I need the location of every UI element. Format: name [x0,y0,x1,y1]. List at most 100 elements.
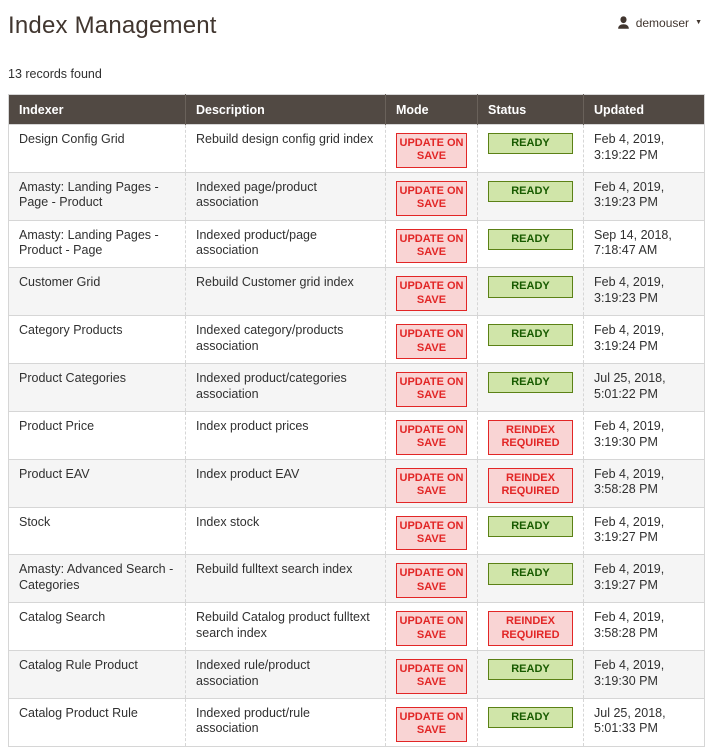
mode-cell: UPDATE ON SAVE [385,124,478,173]
mode-badge: UPDATE ON SAVE [396,515,467,551]
updated-text: Feb 4, 2019, 3:19:30 PM [594,657,665,688]
indexer-cell: Category Products [8,315,186,364]
table-row: Amasty: Landing Pages - Product - Page I… [8,219,705,268]
mode-cell: UPDATE ON SAVE [385,554,478,603]
description-text: Rebuild design config grid index [196,132,374,146]
table-row: Customer Grid Rebuild Customer grid inde… [8,267,705,316]
user-icon [616,15,631,30]
status-badge: READY [488,706,573,729]
indexer-text: Stock [19,514,51,529]
table-row: Product Categories Indexed product/categ… [8,363,705,412]
indexer-text: Amasty: Landing Pages - Product - Page [19,227,159,258]
updated-text: Jul 25, 2018, 5:01:33 PM [594,705,666,736]
updated-text: Feb 4, 2019, 3:19:27 PM [594,562,665,592]
updated-cell: Feb 4, 2019, 3:19:27 PM [583,554,705,603]
indexer-cell: Amasty: Advanced Search - Categories [8,554,186,603]
status-cell: READY [477,697,584,747]
indexer-cell: Catalog Search [8,602,186,651]
updated-cell: Feb 4, 2019, 3:19:27 PM [583,506,705,555]
mode-badge: UPDATE ON SAVE [396,133,467,168]
updated-cell: Jul 25, 2018, 5:01:33 PM [583,697,705,747]
description-cell: Indexed category/products association [185,315,386,364]
mode-cell: UPDATE ON SAVE [385,602,478,651]
updated-cell: Feb 4, 2019, 3:19:24 PM [583,315,705,364]
status-cell: READY [477,363,584,412]
table-header-row: Indexer Description Mode Status Updated [8,94,705,125]
indexer-text: Catalog Search [19,610,106,625]
indexer-text: Amasty: Advanced Search - Categories [19,562,174,592]
table-row: Catalog Rule Product Indexed rule/produc… [8,649,705,699]
status-badge: READY [488,180,573,203]
table-row: Catalog Product Rule Indexed product/rul… [8,697,705,747]
updated-text: Sep 14, 2018, 7:18:47 AM [594,227,672,258]
updated-cell: Sep 14, 2018, 7:18:47 AM [583,219,705,268]
mode-cell: UPDATE ON SAVE [385,315,478,364]
indexer-cell: Product Categories [8,363,186,412]
mode-badge: UPDATE ON SAVE [396,563,467,599]
table-row: Amasty: Advanced Search - Categories Reb… [8,554,705,603]
updated-cell: Feb 4, 2019, 3:19:30 PM [583,410,705,460]
description-text: Indexed product/page association [196,227,317,258]
indexer-cell: Product Price [8,410,186,460]
user-menu[interactable]: demouser ▼ [616,15,702,30]
status-cell: READY [477,315,584,364]
page-title: Index Management [8,12,217,39]
description-text: Indexed product/categories association [196,371,347,401]
updated-text: Feb 4, 2019, 3:19:24 PM [594,323,665,353]
indexer-text: Catalog Rule Product [19,657,138,672]
updated-text: Feb 4, 2019, 3:19:27 PM [594,514,665,545]
column-header-indexer: Indexer [8,94,186,125]
status-cell: REINDEX REQUIRED [477,458,584,507]
description-text: Rebuild Catalog product fulltext search … [196,610,370,640]
indexer-cell: Catalog Rule Product [8,649,186,699]
description-cell: Rebuild fulltext search index [185,554,386,603]
description-text: Rebuild Customer grid index [196,275,354,290]
description-text: Index product prices [196,418,309,433]
updated-cell: Feb 4, 2019, 3:19:30 PM [583,649,705,699]
mode-cell: UPDATE ON SAVE [385,458,478,507]
mode-badge: UPDATE ON SAVE [396,180,467,216]
description-cell: Indexed page/product association [185,171,386,221]
table-row: Product Price Index product prices UPDAT… [8,410,705,460]
status-cell: READY [477,267,584,316]
updated-text: Feb 4, 2019, 3:58:28 PM [594,610,665,640]
description-text: Index stock [196,514,260,529]
column-header-updated: Updated [583,94,705,125]
indexer-text: Product Price [19,418,95,433]
updated-cell: Feb 4, 2019, 3:19:23 PM [583,267,705,316]
description-cell: Indexed product/page association [185,219,386,268]
updated-text: Feb 4, 2019, 3:19:30 PM [594,418,665,449]
mode-cell: UPDATE ON SAVE [385,267,478,316]
updated-text: Jul 25, 2018, 5:01:22 PM [594,371,666,401]
indexer-cell: Catalog Product Rule [8,697,186,747]
updated-text: Feb 4, 2019, 3:19:22 PM [594,132,665,162]
mode-cell: UPDATE ON SAVE [385,171,478,221]
description-cell: Indexed rule/product association [185,649,386,699]
description-cell: Indexed product/categories association [185,363,386,412]
mode-badge: UPDATE ON SAVE [396,276,467,312]
description-cell: Index product EAV [185,458,386,507]
indexer-cell: Stock [8,506,186,555]
status-badge: READY [488,228,573,251]
status-badge: READY [488,515,573,537]
status-cell: REINDEX REQUIRED [477,410,584,460]
status-badge: READY [488,276,573,298]
mode-badge: UPDATE ON SAVE [396,419,467,455]
description-cell: Rebuild Customer grid index [185,267,386,316]
column-header-description: Description [185,94,386,125]
description-text: Indexed product/rule association [196,705,310,736]
description-cell: Indexed product/rule association [185,697,386,747]
status-badge: READY [488,324,573,346]
page-header: Index Management demouser ▼ [8,8,704,40]
description-cell: Rebuild design config grid index [185,124,386,173]
mode-badge: UPDATE ON SAVE [396,372,467,407]
updated-text: Feb 4, 2019, 3:19:23 PM [594,275,665,306]
updated-cell: Feb 4, 2019, 3:58:28 PM [583,602,705,651]
mode-cell: UPDATE ON SAVE [385,697,478,747]
records-found-label: 13 records found [8,67,102,81]
indexer-text: Catalog Product Rule [19,705,138,720]
status-badge: REINDEX REQUIRED [488,467,573,503]
indexer-cell: Amasty: Landing Pages - Page - Product [8,171,186,221]
status-cell: READY [477,171,584,221]
